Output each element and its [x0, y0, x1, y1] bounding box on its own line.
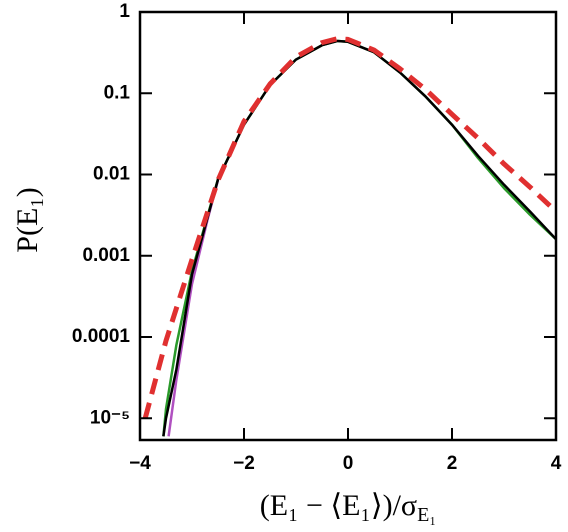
series-line	[162, 39, 556, 437]
y-tick-label: 1	[119, 1, 130, 22]
x-tick-label: 0	[343, 453, 354, 474]
x-axis-label: (E₁ − ⟨E₁⟩)/σE₁	[260, 489, 437, 526]
series-line	[162, 39, 556, 437]
series-line	[142, 36, 556, 419]
x-tick-label: 2	[447, 453, 458, 474]
plot-area	[142, 36, 556, 437]
y-tick-label: 10⁻⁵	[90, 407, 130, 428]
x-tick-label: −2	[233, 453, 255, 474]
y-tick-label: 0.1	[104, 82, 131, 103]
x-label-main: (E₁ − ⟨E₁⟩)/σ	[260, 489, 417, 522]
y-axis-label: P(E₁)	[11, 187, 44, 252]
x-label-sub: E₁	[417, 504, 436, 526]
x-tick-label: 4	[551, 453, 562, 474]
y-tick-label: 0.001	[82, 245, 130, 266]
y-tick-label: 0.01	[93, 164, 130, 185]
y-tick-label: 0.0001	[72, 326, 131, 347]
x-tick-label: −4	[129, 453, 151, 474]
